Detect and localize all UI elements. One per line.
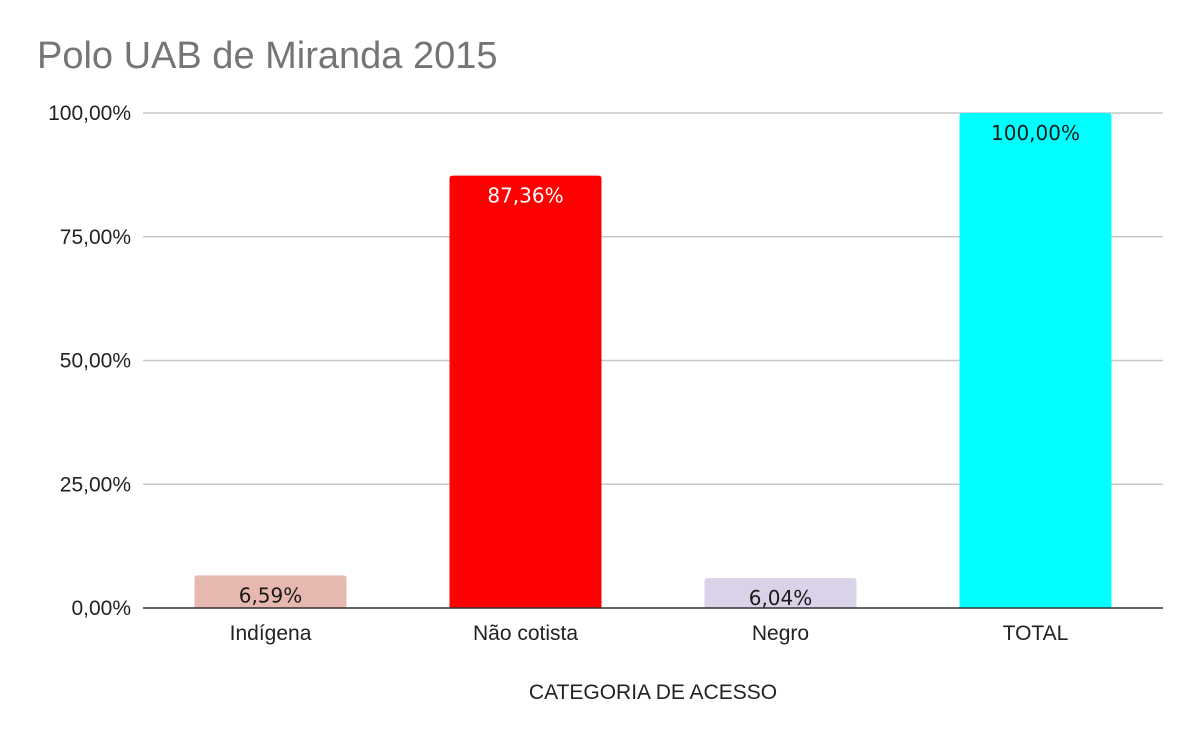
bars xyxy=(194,113,1112,608)
y-tick-label: 100,00% xyxy=(48,102,131,125)
data-labels: 6,59% 87,36% 6,04% 100,00% xyxy=(239,121,1080,610)
y-tick-label: 0,00% xyxy=(71,597,131,620)
y-tick-label: 25,00% xyxy=(60,473,131,496)
data-label: 87,36% xyxy=(487,184,563,208)
bar xyxy=(704,578,857,608)
data-label: 6,04% xyxy=(749,586,813,610)
y-tick-label: 50,00% xyxy=(60,350,131,373)
x-tick-label: Não cotista xyxy=(473,622,578,645)
chart-title: Polo UAB de Miranda 2015 xyxy=(37,35,498,77)
x-tick-label: Negro xyxy=(752,622,809,645)
bar xyxy=(449,175,602,608)
x-axis-category-labels: Indígena Não cotista Negro TOTAL xyxy=(230,622,1069,645)
y-axis-tick-labels: 0,00% 25,00% 50,00% 75,00% 100,00% xyxy=(48,102,131,620)
bar xyxy=(959,113,1112,608)
x-tick-label: TOTAL xyxy=(1003,622,1069,645)
data-label: 6,59% xyxy=(239,583,303,607)
bar xyxy=(194,575,347,608)
y-tick-label: 75,00% xyxy=(60,226,131,249)
x-tick-label: Indígena xyxy=(230,622,312,645)
data-label: 100,00% xyxy=(991,121,1080,145)
x-axis-title: CATEGORIA DE ACESSO xyxy=(529,681,777,704)
